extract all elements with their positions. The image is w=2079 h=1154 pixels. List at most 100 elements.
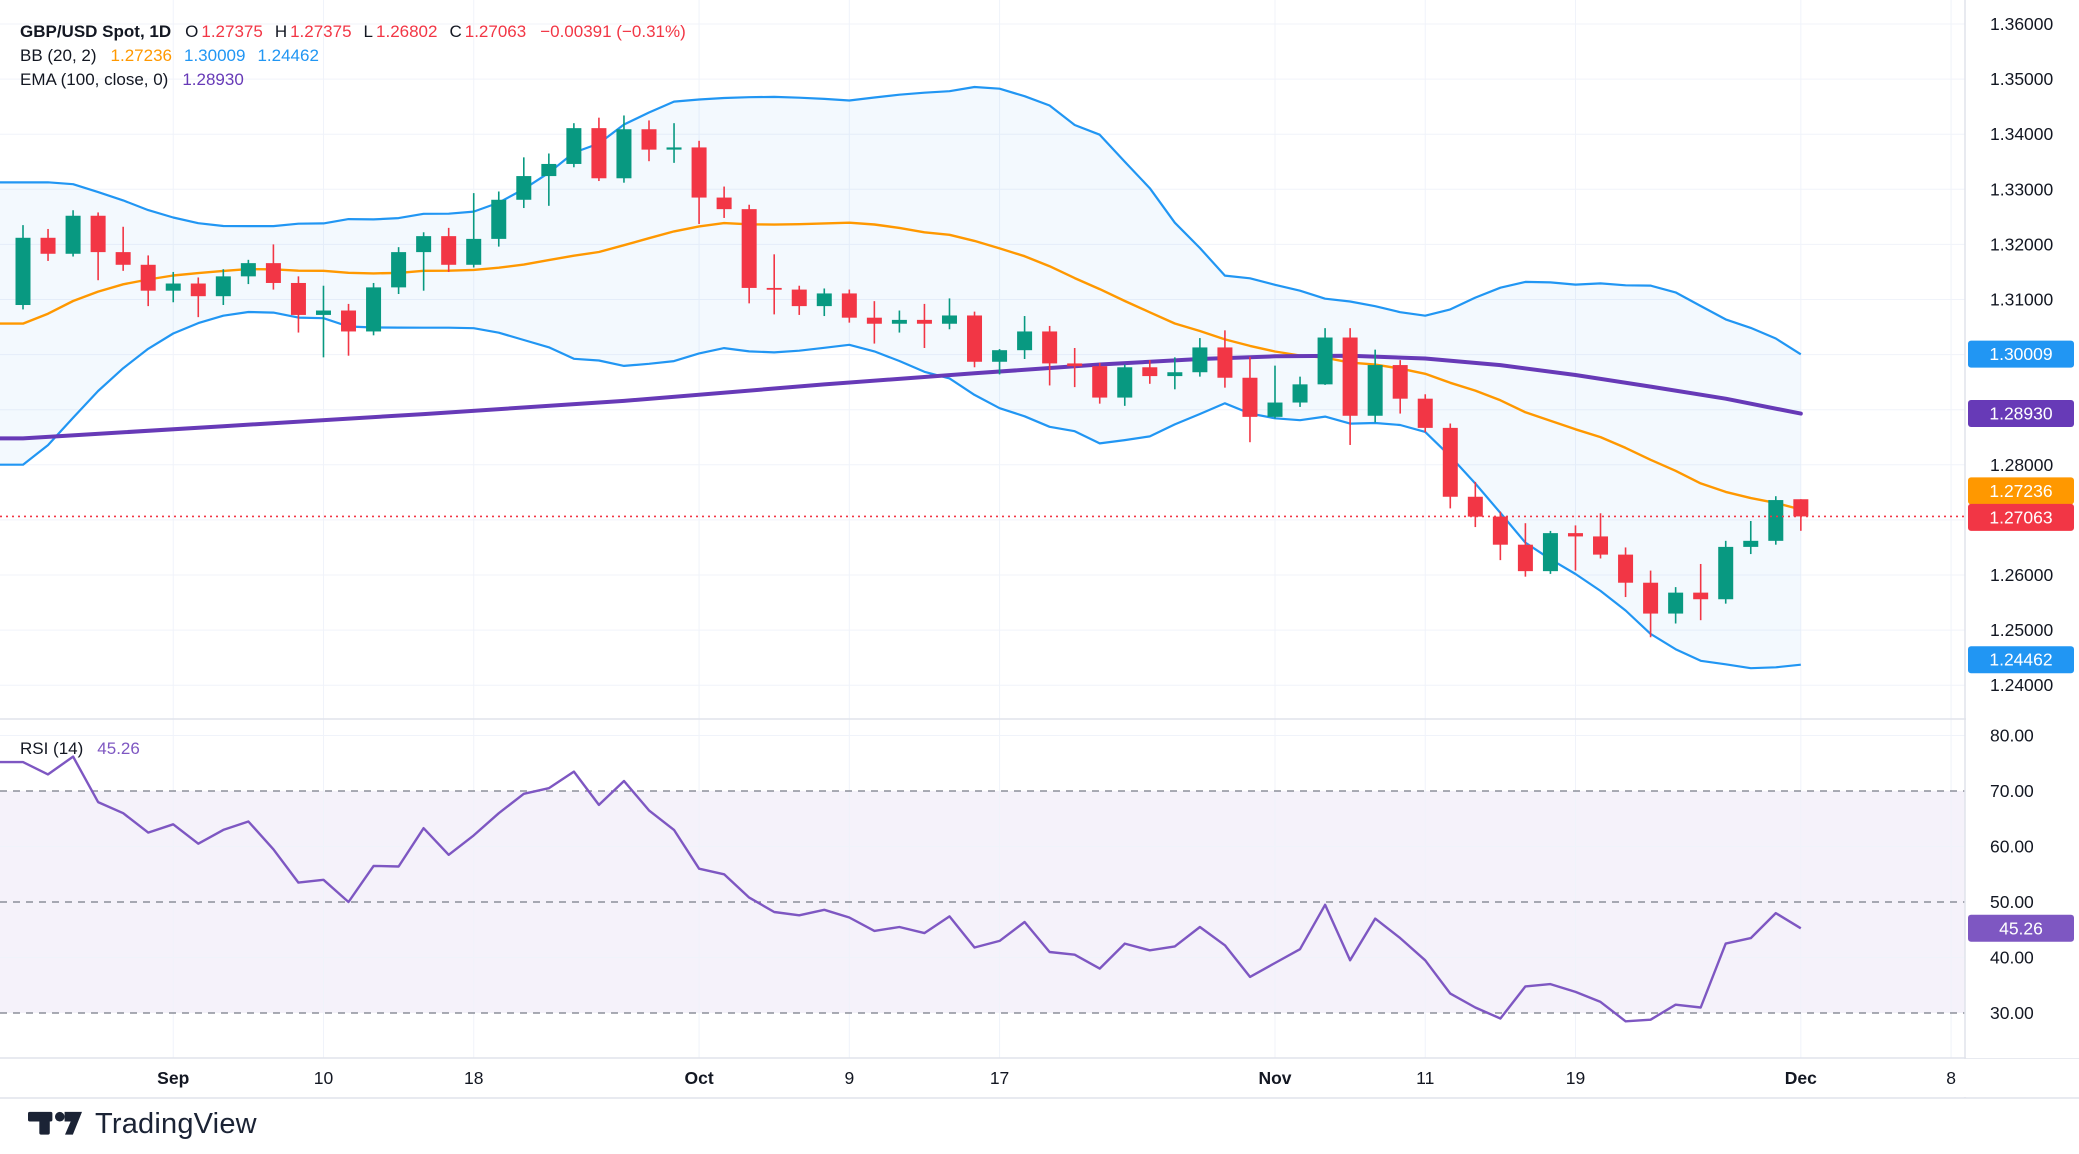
ema-legend-row[interactable]: EMA (100, close, 0) 1.28930	[20, 69, 686, 91]
candlestick[interactable]	[190, 283, 206, 297]
candlestick[interactable]	[1743, 540, 1759, 547]
price-axis-label: 1.25000	[1990, 620, 2054, 640]
candlestick[interactable]	[616, 129, 632, 179]
time-axis-label: 17	[990, 1068, 1009, 1088]
tradingview-logo-icon	[28, 1111, 82, 1135]
time-axis-label: 8	[1946, 1068, 1956, 1088]
candlestick[interactable]	[1492, 516, 1508, 545]
candlestick[interactable]	[1317, 337, 1333, 385]
candlestick[interactable]	[1192, 347, 1208, 373]
candlestick[interactable]	[1292, 384, 1308, 403]
candlestick[interactable]	[1567, 533, 1583, 537]
tradingview-logo[interactable]: TradingView	[28, 1108, 257, 1141]
candlestick[interactable]	[115, 252, 131, 265]
candlestick[interactable]	[1392, 365, 1408, 399]
candlestick[interactable]	[1017, 331, 1033, 351]
price-axis-badge	[1968, 503, 2074, 531]
candlestick[interactable]	[65, 215, 81, 254]
candlestick[interactable]	[891, 319, 907, 324]
candlestick[interactable]	[341, 310, 357, 332]
candlestick[interactable]	[941, 315, 957, 324]
candlestick[interactable]	[641, 129, 657, 150]
candlestick[interactable]	[666, 147, 682, 150]
price-axis-badge	[1968, 646, 2074, 674]
candlestick[interactable]	[140, 264, 156, 291]
candlestick[interactable]	[1092, 366, 1108, 398]
candlestick[interactable]	[441, 236, 457, 265]
candlestick[interactable]	[591, 128, 607, 179]
candlestick[interactable]	[1242, 377, 1258, 417]
time-axis-label: 9	[844, 1068, 854, 1088]
price-axis-badge-label: 1.27236	[1989, 481, 2052, 501]
candlestick[interactable]	[15, 237, 31, 306]
candlestick[interactable]	[992, 350, 1008, 362]
candlestick[interactable]	[416, 236, 432, 253]
candlestick[interactable]	[541, 163, 557, 177]
candlestick[interactable]	[566, 128, 582, 164]
candlestick[interactable]	[816, 293, 832, 307]
candlestick[interactable]	[741, 209, 757, 288]
candlestick[interactable]	[1067, 363, 1083, 367]
candlestick[interactable]	[791, 289, 807, 307]
rsi-label: RSI (14)	[20, 739, 84, 758]
rsi-pane-legend: RSI (14) 45.26	[20, 738, 140, 760]
price-axis-label: 1.31000	[1990, 290, 2054, 310]
candlestick[interactable]	[1167, 372, 1183, 377]
candlestick[interactable]	[1768, 500, 1784, 541]
price-axis-label: 1.26000	[1990, 565, 2054, 585]
candlestick[interactable]	[1467, 496, 1483, 517]
price-axis-badge	[1968, 340, 2074, 368]
candlestick[interactable]	[290, 282, 306, 315]
candlestick[interactable]	[1793, 499, 1809, 517]
candlestick[interactable]	[716, 197, 732, 210]
candlestick[interactable]	[866, 317, 882, 324]
candlestick[interactable]	[1618, 554, 1634, 583]
candlestick[interactable]	[466, 238, 482, 265]
candlestick[interactable]	[391, 252, 407, 288]
candlestick[interactable]	[1217, 347, 1233, 378]
candlestick[interactable]	[1643, 582, 1659, 614]
bb-lower-value: 1.24462	[257, 46, 319, 65]
candlestick[interactable]	[916, 319, 932, 324]
time-axis-label: 10	[314, 1068, 334, 1088]
candlestick[interactable]	[1668, 592, 1684, 614]
open-value: O 1.27375	[185, 22, 263, 41]
candlestick[interactable]	[1367, 365, 1383, 416]
candlestick[interactable]	[366, 287, 382, 332]
candlestick[interactable]	[1542, 533, 1558, 572]
candlestick[interactable]	[841, 293, 857, 318]
bb-legend-row[interactable]: BB (20, 2) 1.27236 1.30009 1.24462	[20, 45, 686, 67]
time-axis-label: Dec	[1785, 1068, 1817, 1088]
candlestick[interactable]	[1517, 544, 1533, 572]
time-axis-area[interactable]	[0, 1059, 2079, 1097]
bb-upper-value: 1.30009	[184, 46, 246, 65]
bb-upper-band-line	[0, 85, 1802, 356]
candlestick[interactable]	[215, 276, 231, 297]
candlestick[interactable]	[1342, 337, 1358, 416]
candlestick[interactable]	[165, 283, 181, 291]
candlestick[interactable]	[1117, 367, 1133, 398]
candlestick[interactable]	[516, 176, 532, 200]
candlestick[interactable]	[265, 263, 281, 283]
candlestick[interactable]	[40, 237, 56, 254]
symbol-ohlc-row[interactable]: GBP/USD Spot, 1D O 1.27375 H 1.27375 L 1.26…	[20, 21, 686, 43]
candlestick[interactable]	[967, 315, 983, 362]
price-axis-label: 1.35000	[1990, 69, 2054, 89]
candlestick[interactable]	[1267, 402, 1283, 417]
candlestick[interactable]	[1693, 592, 1709, 600]
candlestick[interactable]	[1442, 427, 1458, 497]
candlestick[interactable]	[90, 215, 106, 253]
candlestick[interactable]	[240, 263, 256, 277]
candlestick[interactable]	[1417, 398, 1433, 428]
candlestick[interactable]	[766, 287, 782, 290]
candlestick[interactable]	[1042, 331, 1058, 364]
rsi-legend-row[interactable]: RSI (14) 45.26	[20, 738, 140, 760]
candlestick[interactable]	[491, 199, 507, 239]
candlestick[interactable]	[1593, 536, 1609, 555]
candlestick[interactable]	[691, 147, 707, 198]
candlestick[interactable]	[1718, 546, 1734, 600]
candlestick[interactable]	[1142, 367, 1158, 377]
ema-label: EMA (100, close, 0)	[20, 70, 169, 89]
candlestick[interactable]	[315, 310, 331, 315]
